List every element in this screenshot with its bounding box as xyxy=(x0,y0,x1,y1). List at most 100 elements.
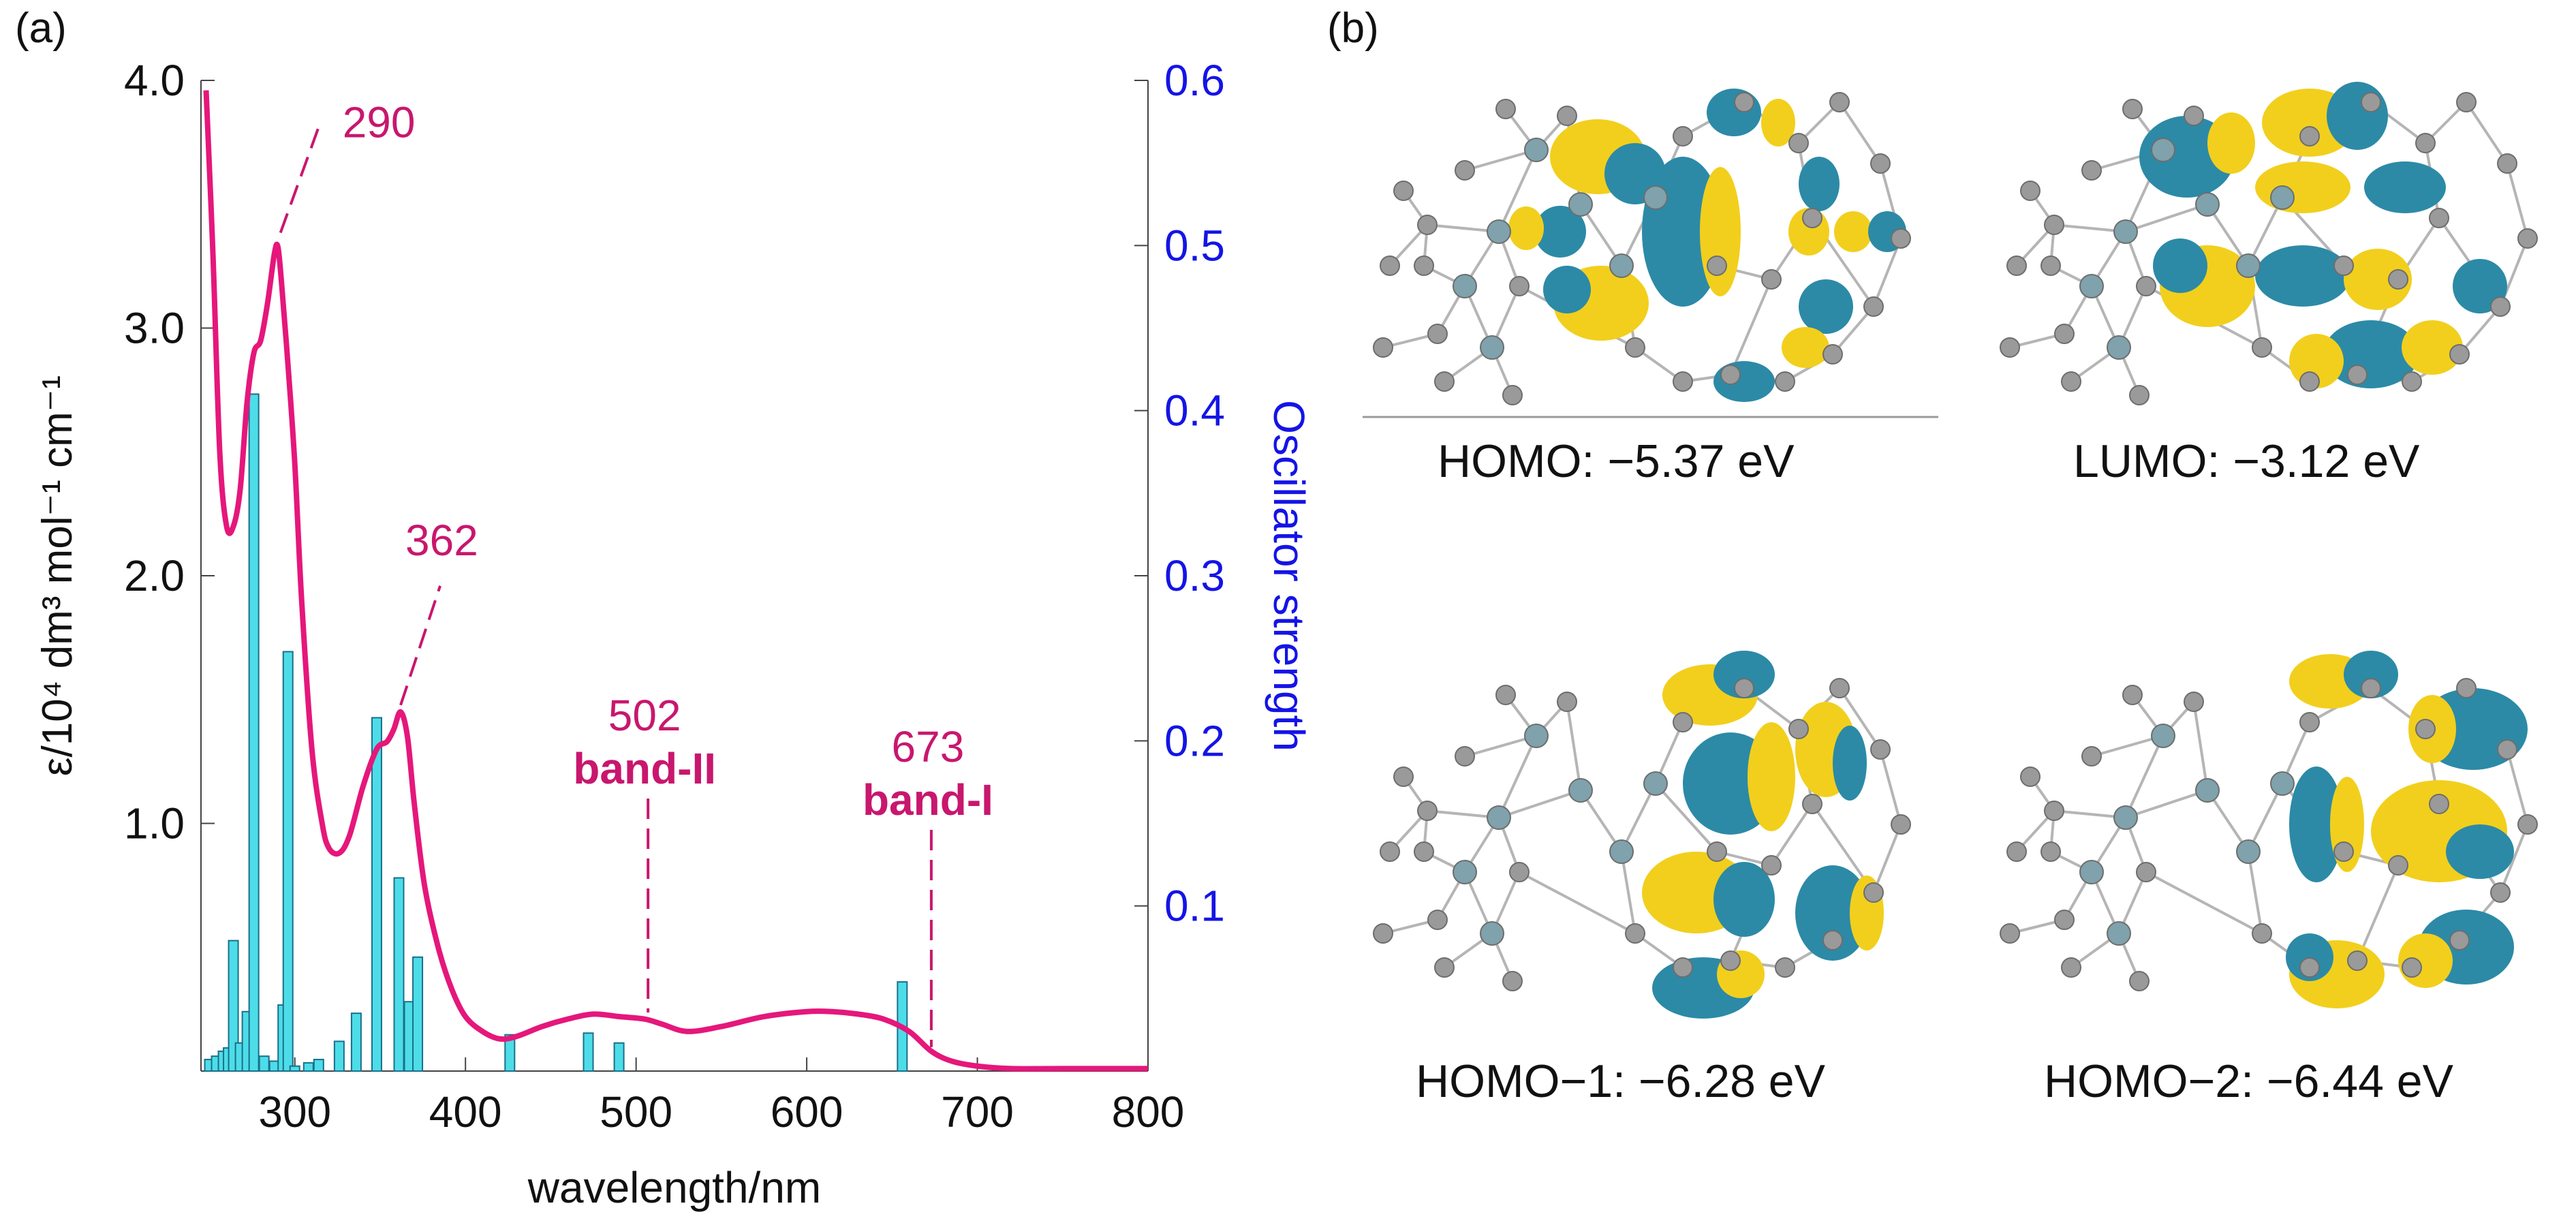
atom xyxy=(2136,276,2156,296)
atom xyxy=(2388,855,2408,876)
atom xyxy=(1673,126,1693,146)
atom xyxy=(1891,228,1911,249)
orbital-lobe xyxy=(1834,211,1872,252)
atom xyxy=(1414,256,1434,276)
bond xyxy=(2506,749,2529,825)
bond xyxy=(1872,824,1902,893)
atom xyxy=(1734,92,1754,112)
bond xyxy=(2458,305,2502,356)
atom xyxy=(2054,324,2075,344)
oscillator-bar xyxy=(350,1012,362,1072)
orbital-label-homo: HOMO: −5.37 eV xyxy=(1438,435,1795,487)
bond xyxy=(1579,789,1623,853)
bond xyxy=(2145,871,2263,935)
atom xyxy=(2113,805,2138,830)
y-axis-title: ε/10⁴ dm³ mol⁻¹ cm⁻¹ xyxy=(34,375,81,776)
bond xyxy=(2206,203,2250,267)
orbital-label-homo-2: HOMO−2: −6.44 eV xyxy=(2044,1055,2453,1107)
orbital-lobe xyxy=(2327,82,2388,150)
bond xyxy=(1498,735,1538,818)
atom xyxy=(2079,860,2104,884)
atom xyxy=(1509,276,1530,296)
atom xyxy=(1822,930,1843,950)
y2-axis-title: Oscillator strength xyxy=(1264,400,1314,752)
orbital-lobe xyxy=(2289,767,2344,882)
atom xyxy=(2054,910,2075,930)
atom xyxy=(1707,841,1727,862)
atom xyxy=(1427,910,1448,930)
oscillator-bar xyxy=(289,1065,300,1072)
atom xyxy=(2129,385,2150,405)
atom xyxy=(2236,253,2261,278)
orbital-lobe xyxy=(1508,206,1544,250)
bond xyxy=(1872,238,1902,307)
bond xyxy=(2247,783,2284,852)
atom xyxy=(1427,324,1448,344)
bond xyxy=(1464,734,1537,758)
atom xyxy=(1775,371,1795,392)
absorption-chart: 300 400 500 600 700 800 1.0 2.0 3.0 4.0 0.1 0.2 0.3 0… xyxy=(34,56,1314,1212)
orbital-lobe xyxy=(2207,112,2255,174)
atom xyxy=(1453,274,1477,298)
atom xyxy=(2020,767,2040,787)
oscillator-bar xyxy=(248,393,260,1072)
orbital-lobe xyxy=(1543,266,1591,313)
bond xyxy=(1566,701,1582,791)
atom xyxy=(1802,208,1822,228)
atom xyxy=(1643,185,1668,210)
atom xyxy=(1434,371,1455,392)
atom xyxy=(1625,923,1645,944)
orbital-lobe xyxy=(1761,99,1795,146)
atom xyxy=(1393,181,1414,201)
orbital-lobe xyxy=(1799,279,1853,334)
orbital-label-lumo: LUMO: −3.12 eV xyxy=(2073,435,2420,487)
orbital-lobe xyxy=(2344,651,2398,698)
atom xyxy=(1502,385,1523,405)
atom xyxy=(1455,746,1475,767)
atom xyxy=(1891,814,1911,835)
atom xyxy=(1524,724,1549,748)
atom xyxy=(2061,957,2081,978)
atom xyxy=(1495,685,1516,705)
annotation-band-I: band-I xyxy=(863,775,993,824)
bond xyxy=(1838,687,1882,751)
bond xyxy=(1838,101,1882,165)
atom xyxy=(1673,371,1693,392)
orbital-lobe xyxy=(2153,238,2207,293)
atom xyxy=(2151,724,2175,748)
atom xyxy=(2184,106,2204,126)
atom xyxy=(2006,841,2027,862)
atom xyxy=(1393,767,1414,787)
bond xyxy=(2247,851,2263,934)
atom xyxy=(2270,771,2295,796)
atom xyxy=(1434,957,1455,978)
atom xyxy=(2044,215,2064,235)
atom xyxy=(2006,256,2027,276)
orbital-lobe xyxy=(1782,327,1829,368)
oscillator-bar xyxy=(504,1034,516,1072)
oscillator-bar xyxy=(613,1042,625,1072)
atom xyxy=(1509,862,1530,882)
orbital-homo-1 xyxy=(1373,651,1911,1019)
atom xyxy=(2151,138,2175,162)
atom xyxy=(1417,215,1438,235)
orbital-lobe xyxy=(1713,651,1775,698)
atom xyxy=(1568,778,1593,803)
atom xyxy=(1455,160,1475,181)
atom xyxy=(2497,739,2517,760)
atom xyxy=(1480,921,1504,946)
atom xyxy=(2081,160,2102,181)
atom xyxy=(1380,256,1400,276)
atom xyxy=(2333,256,2354,276)
atom xyxy=(1609,839,1634,864)
atom xyxy=(1870,739,1891,760)
atom xyxy=(1788,133,1809,153)
atom xyxy=(2347,950,2368,971)
bond xyxy=(1770,803,1814,867)
bond xyxy=(1620,783,1657,852)
atom xyxy=(2136,862,2156,882)
atom xyxy=(2000,923,2020,944)
atom xyxy=(2040,841,2061,862)
oscillator-bar xyxy=(282,651,294,1072)
y2-tick-label: 0.3 xyxy=(1164,551,1225,600)
